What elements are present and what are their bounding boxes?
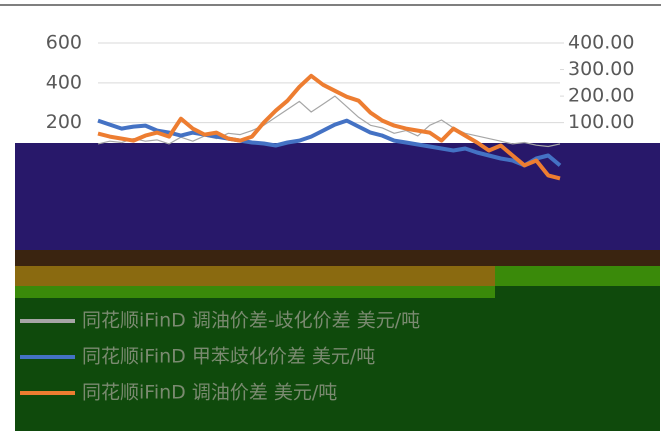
series-line — [97, 118, 562, 168]
series-line — [97, 95, 561, 148]
artifact-block — [15, 286, 495, 298]
artifact-block — [15, 250, 660, 266]
series-line — [97, 73, 561, 181]
artifact-block — [15, 286, 660, 431]
legend-label: 同花顺iFinD 调油价差-歧化价差 美元/吨 — [82, 310, 420, 332]
y2-tick-label: 200.00 — [568, 85, 634, 107]
artifact-block — [495, 266, 660, 286]
y2-tick-label: 100.00 — [568, 111, 634, 133]
legend-label: 同花顺iFinD 调油价差 美元/吨 — [82, 382, 337, 404]
artifact-block — [15, 143, 660, 250]
artifact-block — [15, 266, 495, 286]
y2-tick-label: 400.00 — [568, 32, 634, 54]
y-tick-label: 200 — [46, 111, 82, 133]
y2-tick-label: 300.00 — [568, 58, 634, 80]
y-tick-label: 400 — [46, 71, 82, 93]
y-tick-label: 600 — [46, 32, 82, 54]
legend-label: 同花顺iFinD 甲苯歧化价差 美元/吨 — [82, 346, 375, 368]
